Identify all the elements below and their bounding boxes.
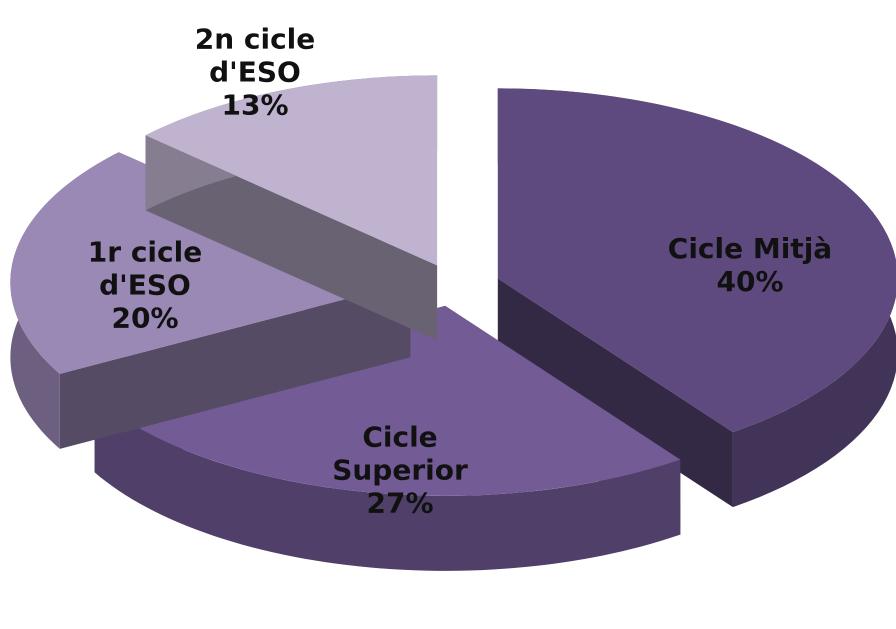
slice-top	[10, 152, 411, 374]
value-label: 20%	[111, 301, 179, 335]
category-label: 1r cicle d'ESO	[87, 235, 203, 302]
slice-top	[94, 305, 681, 496]
slice-label: Cicle Mitjà 40%	[640, 232, 860, 298]
slice	[145, 75, 438, 341]
slice-label: 1r cicle d'ESO 20%	[70, 236, 220, 335]
slice-top	[497, 88, 896, 433]
category-label: Cicle Superior	[332, 420, 468, 487]
slice	[497, 88, 896, 508]
slice-top	[145, 75, 438, 266]
category-label: Cicle Mitjà	[667, 232, 833, 265]
category-label: 2n cicle d'ESO	[194, 22, 316, 89]
slice-label: 2n cicle d'ESO 13%	[175, 23, 335, 122]
value-label: 27%	[366, 486, 434, 520]
slice-radial-side	[59, 282, 411, 449]
slice-label: Cicle Superior 27%	[315, 421, 485, 520]
value-label: 40%	[716, 265, 784, 298]
slice-radial-side	[145, 135, 438, 341]
slice-outer-side	[94, 397, 681, 571]
slice-radial-side	[497, 278, 733, 508]
value-label: 13%	[221, 88, 289, 122]
